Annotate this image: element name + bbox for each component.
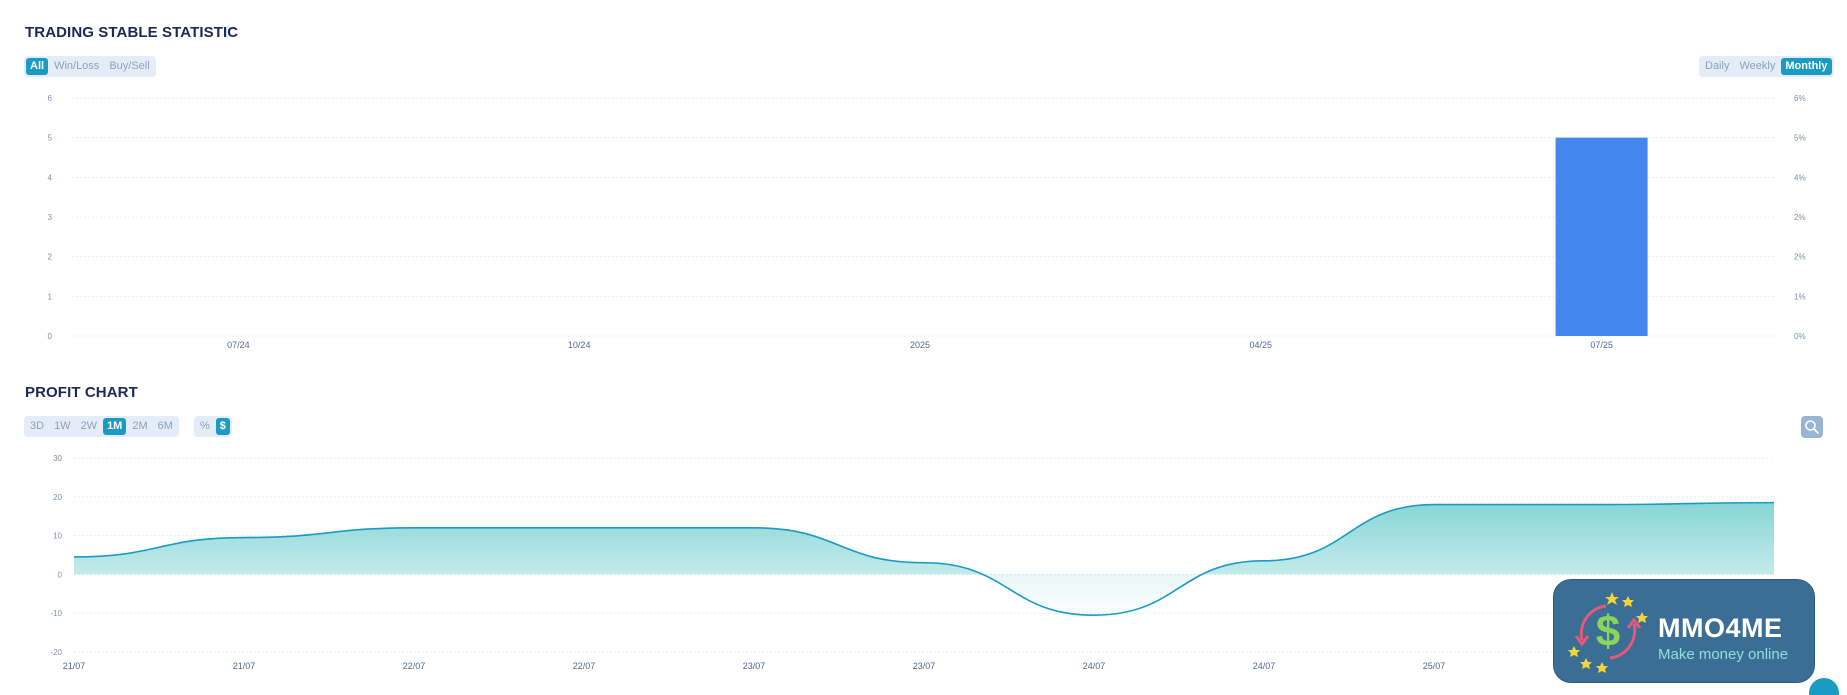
zoom-icon (1805, 420, 1819, 434)
zoom-button[interactable] (1801, 416, 1823, 438)
y-right-tick-label: 0% (1794, 332, 1806, 341)
profit-line (73, 501, 1775, 616)
range-1m[interactable]: 1M (103, 418, 127, 435)
x-tick-label: 07/24 (227, 340, 250, 350)
y-right-tick-label: 4% (1794, 173, 1806, 182)
profit-area-chart: -20 -10 0 10 20 30 21/07 21/07 22/07 22/07 23/07 23… (50, 454, 1785, 671)
y-tick-label: 0 (48, 332, 53, 341)
x-tick-label: 07/25 (1590, 340, 1613, 350)
y-tick-label: -10 (50, 609, 62, 618)
y-right-tick-label: 5% (1794, 134, 1806, 143)
bar[interactable] (1555, 137, 1648, 336)
x-tick-label: 2025 (910, 340, 930, 350)
x-tick-label: 10/24 (568, 340, 591, 350)
y-tick-label: 10 (53, 532, 62, 541)
x-tick-label: 21/07 (233, 661, 256, 671)
filter-all[interactable]: All (26, 58, 49, 75)
range-2w[interactable]: 2W (80, 420, 98, 432)
unit-dollar[interactable]: $ (215, 418, 230, 435)
period-daily[interactable]: Daily (1705, 60, 1730, 72)
stable-period-group: Daily Weekly Monthly (1699, 56, 1834, 77)
y-tick-label: 4 (48, 173, 53, 182)
y-tick-label: 1 (48, 292, 53, 301)
filter-win-loss[interactable]: Win/Loss (54, 60, 100, 72)
y-tick-label: 3 (48, 213, 53, 222)
y-tick-label: 20 (53, 493, 62, 502)
stable-bar-chart: 0 0% 1 1% 2 2% 3 2% 4 4% 5 5% 6 6% 07/24 10/24 2025 04/25… (48, 94, 1806, 350)
x-tick-label: 23/07 (743, 661, 766, 671)
x-tick-label: 22/07 (403, 661, 426, 671)
chat-widget-button[interactable] (1809, 678, 1839, 695)
x-tick-label: 24/07 (1083, 661, 1106, 671)
period-monthly[interactable]: Monthly (1781, 58, 1832, 75)
stable-filter-group: All Win/Loss Buy/Sell (24, 56, 156, 77)
y-tick-label: 30 (53, 454, 62, 463)
y-right-tick-label: 6% (1794, 94, 1806, 103)
y-right-tick-label: 2% (1794, 213, 1806, 222)
logo-tagline: Make money online (1658, 646, 1789, 663)
range-3d[interactable]: 3D (30, 420, 45, 432)
profit-area-positive (74, 502, 1774, 575)
y-right-tick-label: 2% (1794, 253, 1806, 262)
y-tick-label: 0 (58, 570, 63, 579)
filter-buy-sell[interactable]: Buy/Sell (109, 60, 150, 72)
x-tick-label: 23/07 (913, 661, 936, 671)
mmo4me-logo[interactable]: $ MMO4ME Make money online (1553, 579, 1815, 683)
range-2m[interactable]: 2M (132, 420, 148, 432)
y-tick-label: 6 (48, 94, 53, 103)
profit-unit-group: % $ (194, 416, 232, 437)
range-1w[interactable]: 1W (54, 420, 71, 432)
logo-name: MMO4ME (1658, 613, 1783, 643)
profit-range-group: 3D 1W 2W 1M 2M 6M (24, 416, 179, 437)
x-tick-label: 24/07 (1253, 661, 1276, 671)
y-tick-label: 5 (48, 134, 53, 143)
dollar-stars-icon: $ (1568, 592, 1648, 673)
svg-text:$: $ (1596, 607, 1620, 656)
x-tick-label: 25/07 (1423, 661, 1446, 671)
period-weekly[interactable]: Weekly (1739, 60, 1776, 72)
stable-statistic-title: TRADING STABLE STATISTIC (25, 24, 239, 41)
y-right-tick-label: 1% (1794, 292, 1806, 301)
y-tick-label: -20 (50, 648, 62, 657)
x-tick-label: 21/07 (63, 661, 86, 671)
y-tick-label: 2 (48, 253, 53, 262)
x-tick-label: 22/07 (573, 661, 596, 671)
x-tick-label: 04/25 (1250, 340, 1273, 350)
unit-percent[interactable]: % (200, 420, 210, 432)
range-6m[interactable]: 6M (157, 420, 173, 432)
profit-chart-title: PROFIT CHART (25, 384, 138, 401)
